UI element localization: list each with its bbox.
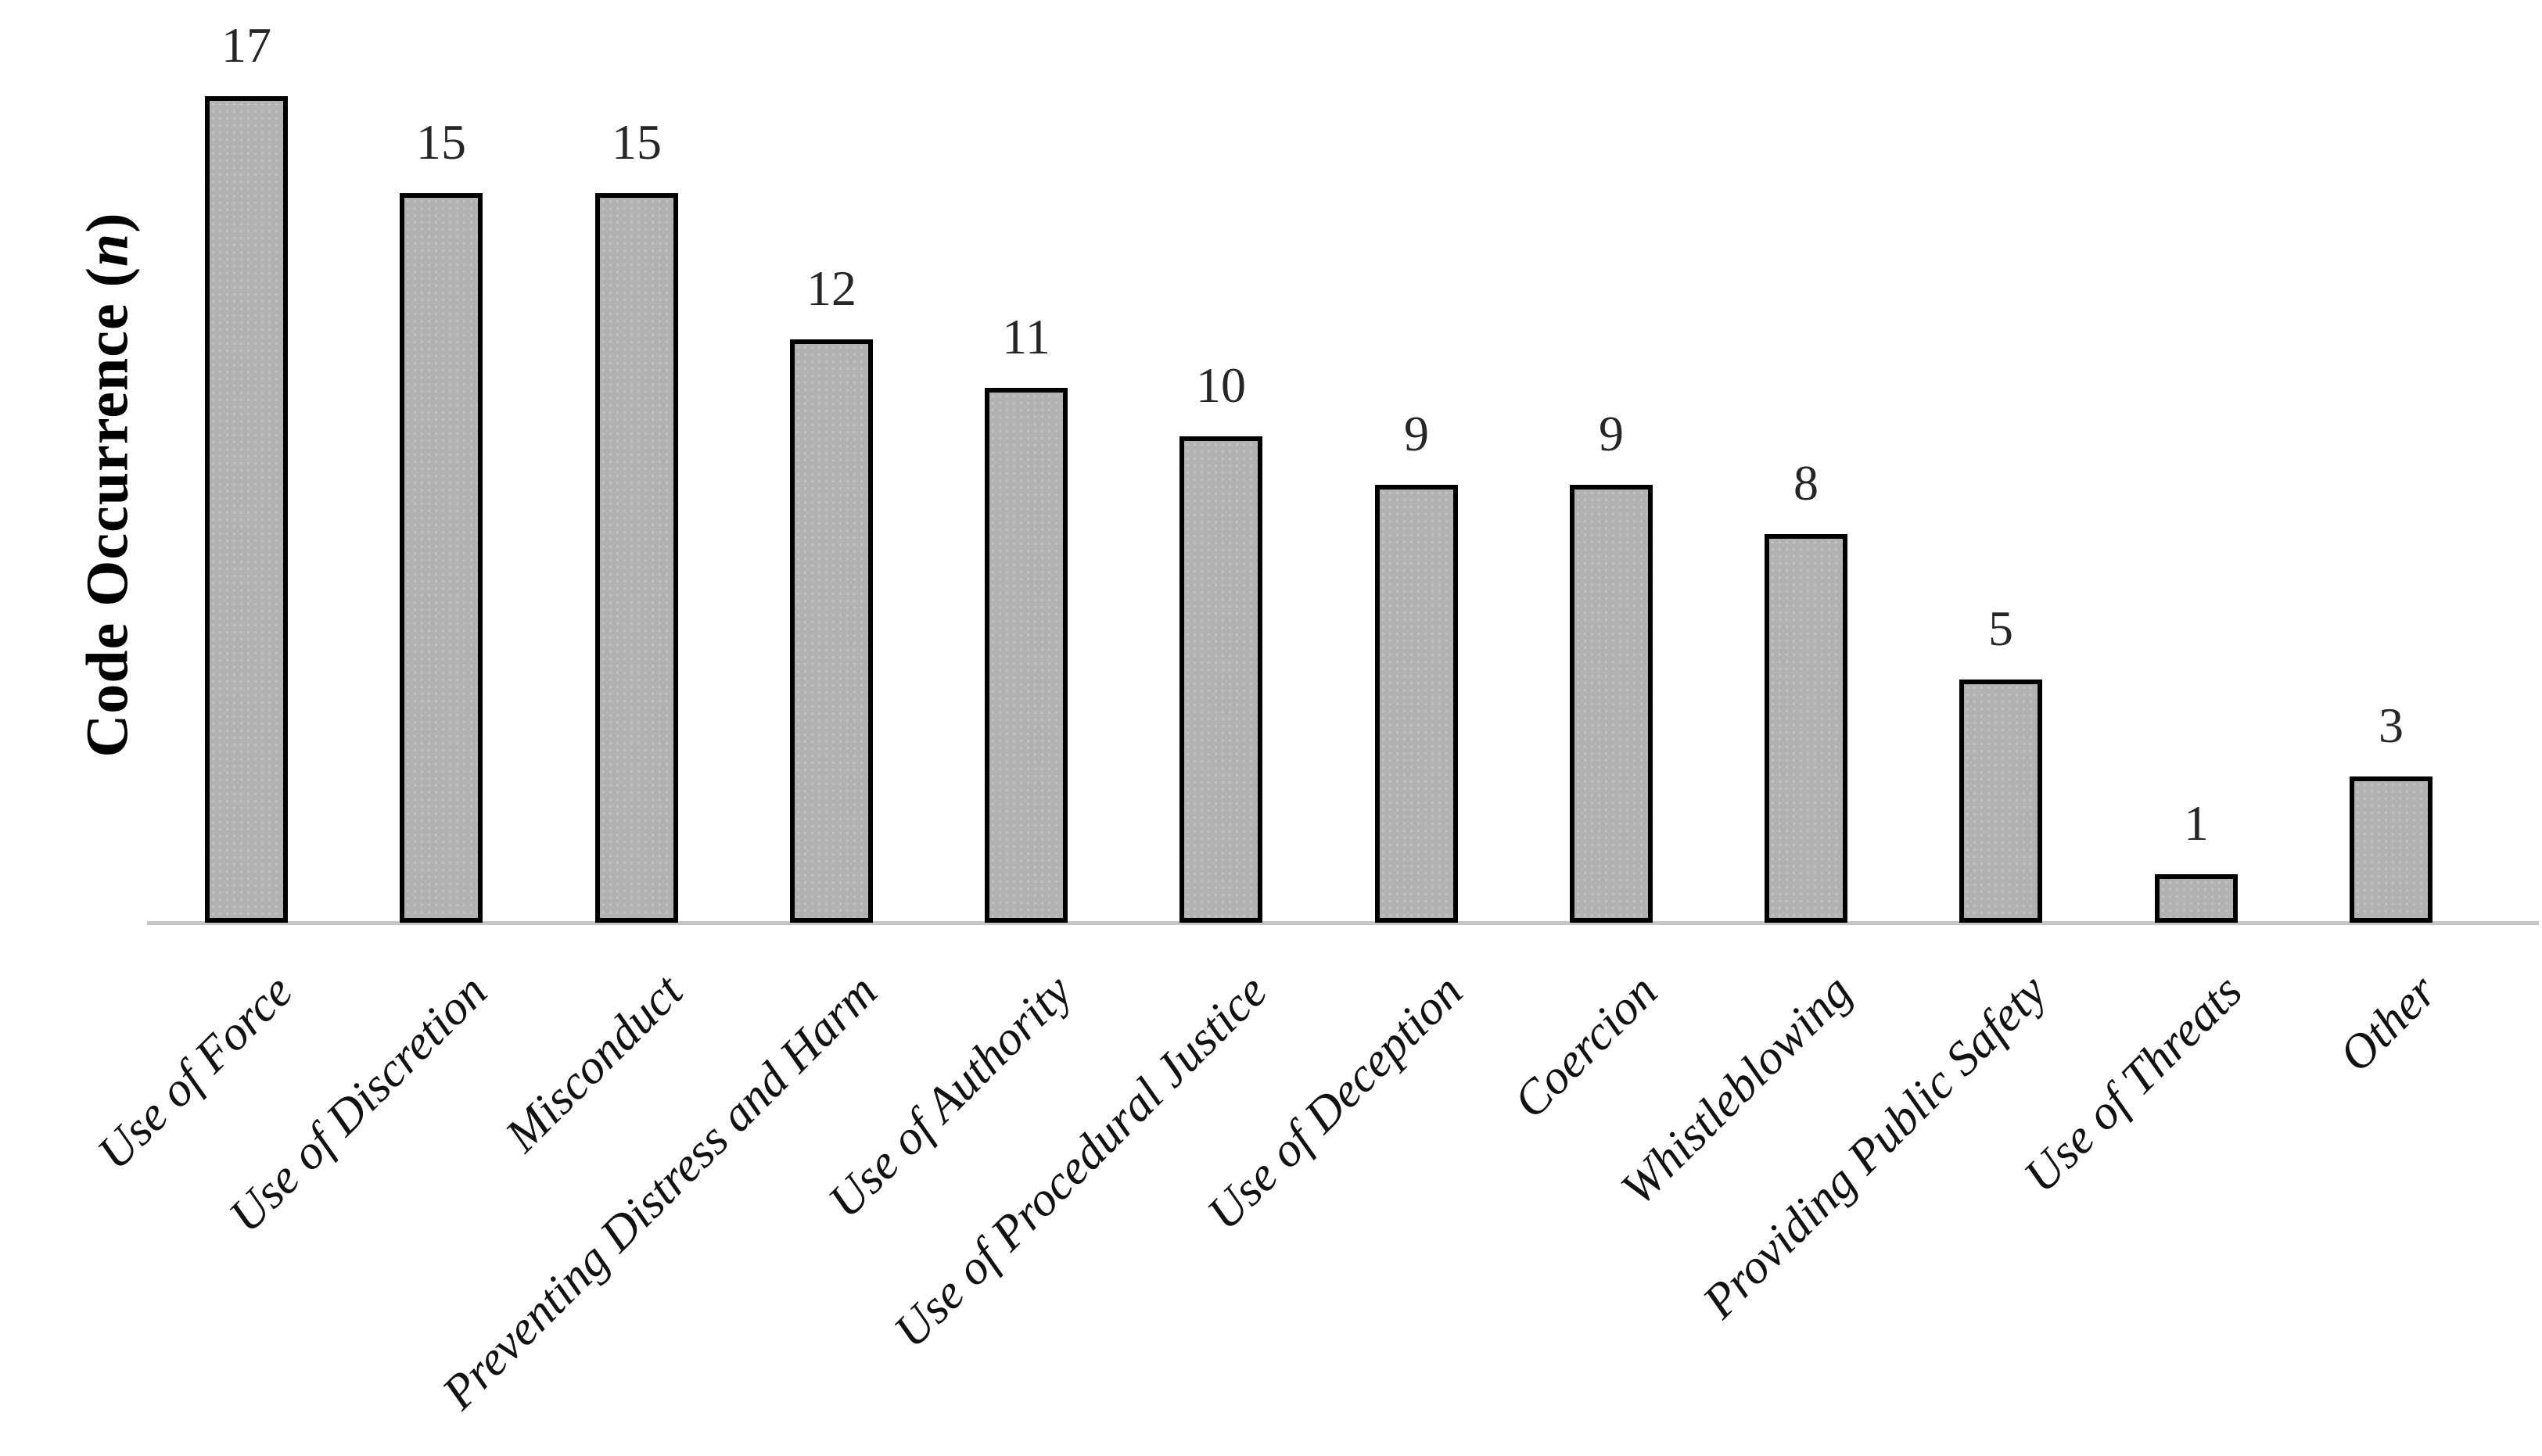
y-axis-title: Code Occurrence (n) <box>74 212 142 757</box>
bar-value-label-use-of-procedural-justice: 10 <box>1196 357 1246 413</box>
y-axis-title-suffix: ) <box>74 212 141 233</box>
bar-value-label-providing-public-safety: 5 <box>1988 601 2013 656</box>
bar-whistleblowing <box>1765 534 1847 923</box>
bar-value-label-whistleblowing: 8 <box>1793 455 1819 511</box>
x-axis-label-providing-public-safety: Providing Public Safety <box>1693 964 2057 1329</box>
x-axis-label-use-of-force: Use of Force <box>87 964 303 1180</box>
bar-use-of-threats <box>2155 874 2238 923</box>
bar-value-label-use-of-authority: 11 <box>1002 309 1050 364</box>
bar-providing-public-safety <box>1959 680 2042 923</box>
bar-use-of-deception <box>1375 485 1458 923</box>
x-axis-label-use-of-procedural-justice: Use of Procedural Justice <box>883 964 1277 1358</box>
y-axis-title-prefix: Code Occurrence ( <box>74 266 141 758</box>
bar-value-label-use-of-deception: 9 <box>1404 406 1429 461</box>
bar-use-of-discretion <box>400 193 483 923</box>
bar-preventing-distress-and-harm <box>790 339 873 923</box>
bar-value-label-use-of-threats: 1 <box>2184 795 2209 851</box>
bar-value-label-misconduct: 15 <box>612 114 662 170</box>
bar-value-label-other: 3 <box>2379 698 2404 753</box>
bar-value-label-use-of-force: 17 <box>221 17 271 73</box>
x-axis-label-other: Other <box>2329 964 2447 1082</box>
bar-coercion <box>1570 485 1653 923</box>
bar-value-label-coercion: 9 <box>1599 406 1624 461</box>
x-axis-label-misconduct: Misconduct <box>495 964 693 1163</box>
x-axis-label-coercion: Coercion <box>1503 964 1668 1129</box>
bar-use-of-force <box>205 96 288 923</box>
bar-value-label-use-of-discretion: 15 <box>416 114 466 170</box>
x-axis-line <box>147 921 2539 925</box>
bar-value-label-preventing-distress-and-harm: 12 <box>806 260 856 316</box>
bar-misconduct <box>595 193 678 923</box>
bar-use-of-authority <box>985 388 1068 923</box>
bar-other <box>2350 776 2432 923</box>
bar-use-of-procedural-justice <box>1179 436 1262 923</box>
y-axis-title-variable: n <box>74 232 141 267</box>
